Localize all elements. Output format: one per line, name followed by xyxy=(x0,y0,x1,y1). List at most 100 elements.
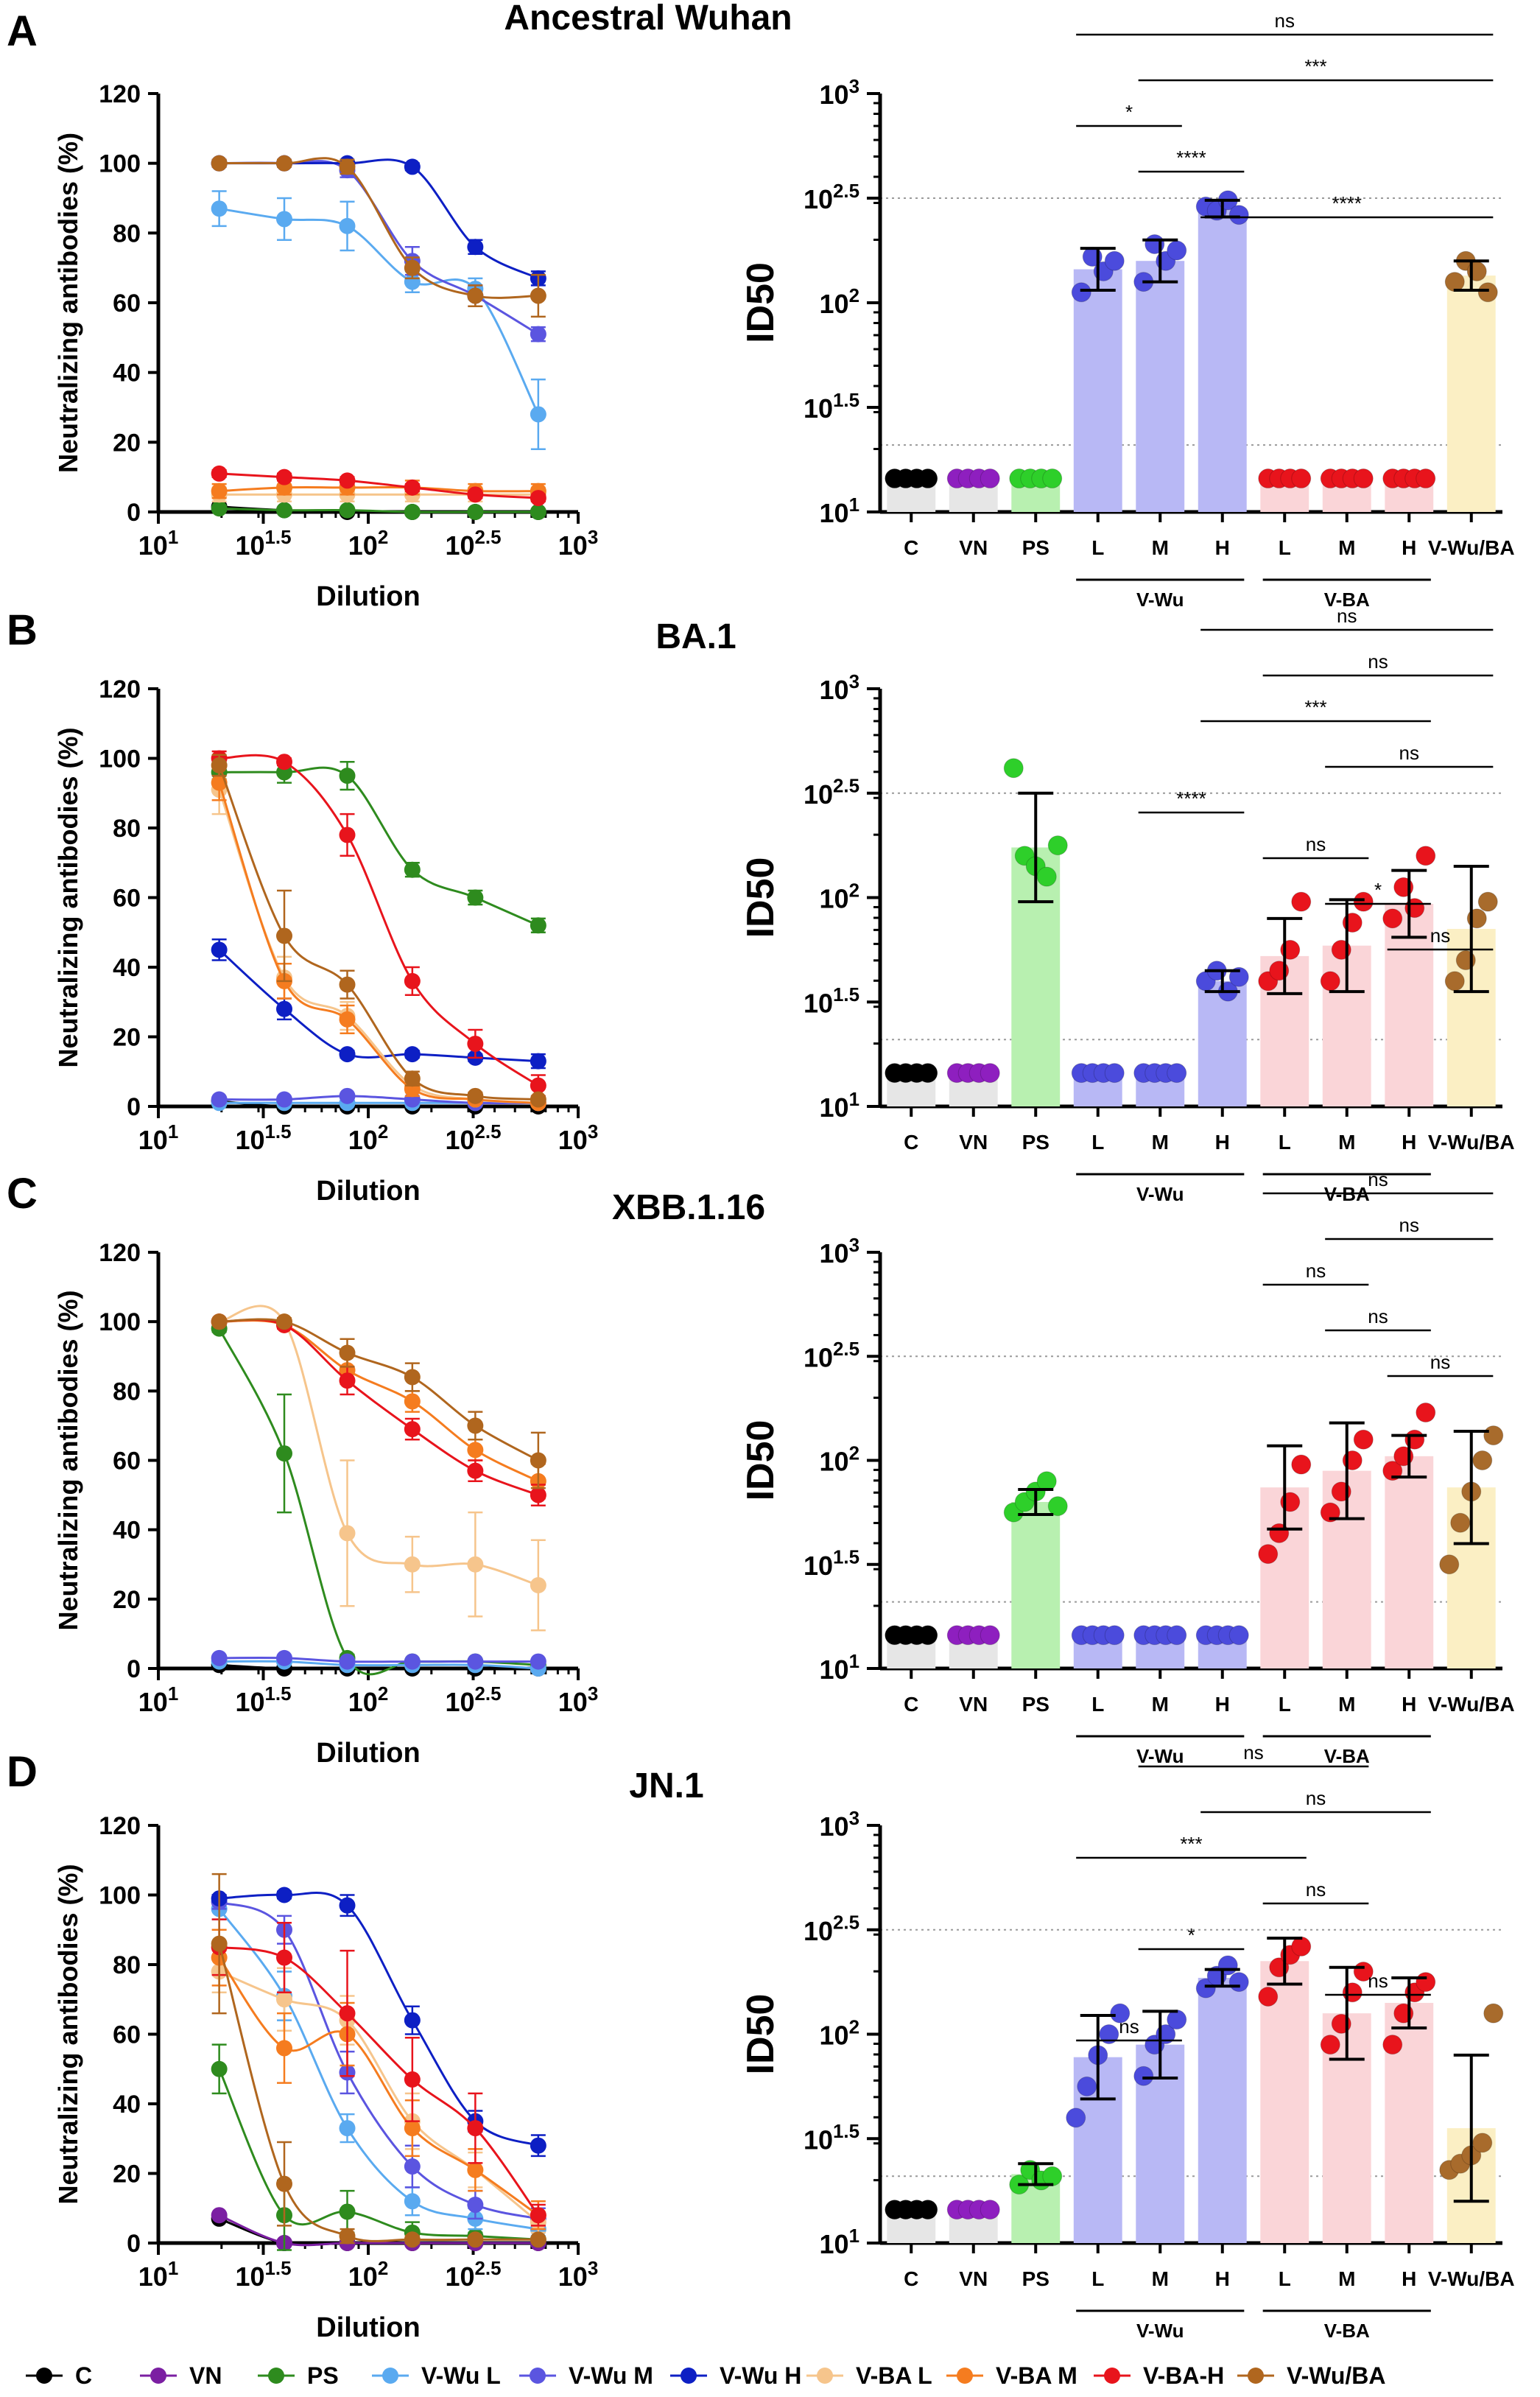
replicate-point xyxy=(1353,1429,1374,1450)
data-point xyxy=(276,502,292,519)
significance-label: ns xyxy=(1306,1787,1326,1809)
category-label: H xyxy=(1402,2267,1416,2290)
data-point xyxy=(211,1091,228,1108)
data-point xyxy=(404,158,421,175)
y-tick-label: 101.5 xyxy=(804,390,859,424)
legend-label: V-BA M xyxy=(996,2362,1077,2389)
replicate-point xyxy=(1416,1972,1436,1993)
category-label: L xyxy=(1091,1693,1104,1716)
replicate-point xyxy=(1104,250,1125,271)
replicate-point xyxy=(1167,1063,1187,1084)
replicate-point xyxy=(1258,1544,1279,1565)
replicate-point xyxy=(1042,468,1063,489)
category-label: L xyxy=(1279,1131,1291,1154)
panel-title: XBB.1.16 xyxy=(612,1188,765,1227)
category-label: L xyxy=(1279,2267,1291,2290)
x-axis-label: Dilution xyxy=(316,1738,420,1769)
data-point xyxy=(276,1991,292,2008)
series-line xyxy=(219,754,539,1087)
x-tick-label: 102.5 xyxy=(445,1684,501,1717)
y-tick-label: 103 xyxy=(820,672,859,705)
y-tick-label: 0 xyxy=(127,1093,141,1121)
category-label: C xyxy=(904,1693,918,1716)
data-point xyxy=(211,200,228,217)
y-tick-label: 120 xyxy=(99,675,141,703)
significance-label: *** xyxy=(1180,1833,1202,1855)
id50-bar-chart xyxy=(867,628,1502,1176)
replicate-point xyxy=(1444,272,1465,292)
panel-letter: D xyxy=(7,1748,38,1796)
significance-label: ns xyxy=(1368,650,1388,673)
data-point xyxy=(339,1525,356,1542)
data-point xyxy=(404,1070,421,1087)
category-label: H xyxy=(1215,536,1230,559)
significance-label: ns xyxy=(1275,10,1295,32)
y-tick-label: 0 xyxy=(127,499,141,527)
series-line xyxy=(219,1319,539,1496)
replicate-point xyxy=(918,468,938,489)
series-line xyxy=(219,1945,540,2217)
series-line xyxy=(218,949,538,1063)
id50-bar-chart xyxy=(867,1765,1504,2312)
data-point xyxy=(530,1577,546,1593)
significance-label: ns xyxy=(1306,833,1326,855)
data-point xyxy=(530,1487,546,1503)
category-label: L xyxy=(1091,2267,1104,2290)
data-point xyxy=(276,1091,292,1108)
y-tick-label: 102 xyxy=(820,1443,859,1476)
y-tick-label: 120 xyxy=(99,1812,141,1840)
y-tick-label: 100 xyxy=(99,1308,141,1336)
significance-label: **** xyxy=(1332,192,1362,214)
bar xyxy=(1198,980,1247,1106)
replicate-point xyxy=(1167,1625,1187,1646)
x-axis-label: Dilution xyxy=(316,2312,420,2343)
data-point xyxy=(276,1445,292,1462)
series-line xyxy=(218,1327,538,1676)
y-tick-label: 101 xyxy=(820,1652,859,1685)
data-point xyxy=(404,2193,421,2210)
data-point xyxy=(339,502,356,519)
legend-marker xyxy=(150,2368,166,2384)
category-label: VN xyxy=(959,536,988,559)
data-point xyxy=(211,1935,228,1952)
bar xyxy=(1198,1977,1247,2243)
data-point xyxy=(467,1556,484,1573)
replicate-point xyxy=(1483,1425,1504,1446)
significance-label: ns xyxy=(1399,1214,1419,1236)
significance-label: ns xyxy=(1243,1741,1263,1763)
x-tick-label: 102.5 xyxy=(445,1122,501,1155)
data-point xyxy=(339,2120,356,2137)
data-point xyxy=(339,827,356,843)
significance-label: ns xyxy=(1399,742,1419,764)
x-tick-label: 101.5 xyxy=(235,527,291,561)
data-point xyxy=(339,1046,356,1063)
category-label: C xyxy=(904,2267,918,2290)
legend-label: C xyxy=(75,2362,92,2389)
y-tick-label: 60 xyxy=(113,885,141,913)
series-line xyxy=(219,1318,539,1461)
data-point xyxy=(530,1452,546,1469)
significance-label: ns xyxy=(1306,1260,1326,1282)
series-line xyxy=(219,1892,539,2147)
y-tick-label: 102.5 xyxy=(804,181,859,214)
category-label: H xyxy=(1402,1131,1416,1154)
x-tick-label: 102 xyxy=(348,2259,388,2292)
replicate-point xyxy=(1071,282,1091,303)
data-point xyxy=(339,2228,356,2245)
replicate-point xyxy=(1320,2035,1340,2055)
x-tick-label: 103 xyxy=(558,1122,598,1155)
y-tick-label: 40 xyxy=(113,2091,141,2119)
category-label: V-Wu/BA xyxy=(1428,536,1515,559)
group-label: V-Wu xyxy=(1136,589,1184,611)
replicate-point xyxy=(980,2200,1000,2220)
data-point xyxy=(339,1087,356,1104)
dose-response-chart xyxy=(148,1251,580,1680)
data-point xyxy=(530,2207,546,2224)
replicate-point xyxy=(918,1063,938,1084)
replicate-point xyxy=(918,1625,938,1646)
replicate-point xyxy=(1228,205,1249,225)
data-point xyxy=(339,217,356,234)
legend-marker xyxy=(1248,2368,1264,2384)
data-point xyxy=(339,1344,356,1361)
